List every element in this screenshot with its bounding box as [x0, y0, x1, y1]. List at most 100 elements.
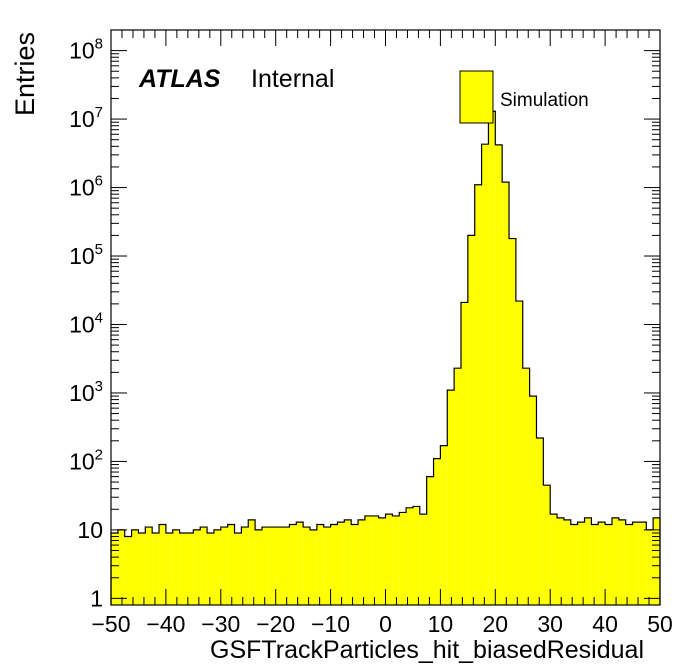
histogram-bin — [481, 144, 489, 605]
histogram-bin — [124, 536, 132, 605]
histogram-bin — [323, 527, 331, 605]
histogram-bin — [632, 522, 640, 605]
histogram-bin — [611, 517, 619, 605]
histogram-bin — [117, 529, 125, 605]
histogram-bin — [625, 524, 633, 605]
histogram-bars — [110, 110, 661, 605]
histogram-bin — [248, 519, 256, 605]
histogram-bin — [111, 533, 118, 605]
histogram-bin — [358, 519, 365, 605]
histogram-bin — [310, 529, 317, 605]
histogram-bin — [426, 476, 434, 605]
histogram-bin — [234, 533, 242, 605]
histogram-bin — [598, 522, 606, 605]
histogram-bin — [200, 527, 208, 605]
histogram-bin — [433, 458, 441, 605]
experiment-label: ATLAS — [138, 65, 221, 93]
x-tick-label: −30 — [201, 611, 240, 637]
y-tick-label: 105 — [69, 241, 103, 269]
histogram-bin — [406, 507, 413, 605]
histogram-bin — [385, 514, 393, 605]
histogram-bin — [371, 515, 379, 605]
x-tick-label: 30 — [537, 611, 563, 637]
histogram-bin — [337, 522, 345, 605]
x-tick-label: −40 — [146, 611, 185, 637]
histogram-bin — [522, 368, 530, 605]
histogram-bin — [159, 524, 166, 605]
histogram-bin — [467, 235, 475, 605]
y-tick-labels: 1 10 102 103 104 105 106 107 108 — [69, 36, 103, 612]
histogram-bin — [131, 529, 139, 605]
histogram-bin — [653, 517, 660, 605]
histogram-bin — [563, 519, 571, 605]
histogram-bin — [570, 524, 578, 605]
histogram-bin — [268, 527, 276, 605]
histogram-bin — [193, 529, 201, 605]
histogram-bin — [474, 184, 482, 605]
histogram-bin — [440, 445, 448, 605]
histogram-bin — [502, 182, 510, 605]
histogram-bin — [316, 524, 324, 605]
x-tick-label: −20 — [256, 611, 295, 637]
histogram-bin — [412, 506, 420, 605]
legend-swatch-simulation — [459, 70, 494, 124]
histogram-bin — [289, 524, 297, 605]
y-tick-label: 107 — [69, 104, 103, 132]
histogram-bin — [213, 529, 221, 605]
status-label: Internal — [251, 65, 334, 93]
histogram-bin — [460, 302, 468, 605]
x-tick-label: −50 — [91, 611, 130, 637]
histogram-bin — [152, 533, 160, 605]
histogram-bin — [605, 524, 612, 605]
y-axis-title: Entries — [10, 32, 40, 116]
histogram-bin — [227, 524, 235, 605]
histogram-bin — [557, 517, 564, 605]
histogram-bin — [378, 517, 386, 605]
histogram-bin — [296, 522, 304, 605]
histogram-bin — [419, 514, 427, 605]
y-tick-label: 103 — [69, 378, 103, 406]
x-tick-label: 40 — [592, 611, 618, 637]
histogram-bin — [275, 527, 283, 605]
x-tick-label: 50 — [647, 611, 673, 637]
histogram-bin — [364, 515, 372, 605]
histogram-bin — [495, 144, 503, 605]
y-tick-label: 106 — [69, 173, 103, 201]
y-tick-label: 1 — [90, 585, 103, 611]
histogram-bin — [639, 522, 647, 605]
histogram-bin — [145, 527, 153, 605]
histogram-bin — [172, 529, 180, 605]
y-tick-label: 10 — [77, 517, 103, 543]
histogram-bin — [351, 524, 359, 605]
axis-ticks — [110, 29, 661, 605]
x-tick-label: 10 — [428, 611, 454, 637]
histogram-bin — [399, 512, 407, 605]
atlas-label: ATLAS Internal — [138, 65, 334, 93]
legend: Simulation — [459, 70, 589, 124]
histogram-bin — [241, 527, 249, 605]
histogram-bin — [282, 527, 290, 605]
histogram-bin — [550, 514, 558, 605]
histogram-bin — [515, 301, 523, 605]
histogram-bin — [454, 368, 461, 605]
histogram-bin — [591, 524, 599, 605]
histogram-bin — [344, 519, 352, 605]
histogram-bin — [584, 517, 592, 605]
histogram-bin — [577, 522, 585, 605]
legend-label-simulation: Simulation — [500, 90, 589, 111]
histogram-bin — [618, 519, 626, 605]
histogram-bin — [543, 485, 551, 605]
histogram-bin — [303, 527, 311, 605]
histogram-bin — [138, 533, 146, 605]
histogram-bin — [330, 524, 338, 605]
x-tick-label: 0 — [379, 611, 392, 637]
x-tick-label: −10 — [311, 611, 350, 637]
y-tick-label: 104 — [69, 309, 103, 337]
histogram-bin — [179, 533, 187, 605]
y-tick-label: 102 — [69, 446, 103, 474]
histogram-bin — [392, 515, 400, 605]
x-axis-title: GSFTrackParticles_hit_biasedResidual — [210, 636, 644, 664]
histogram-bin — [646, 529, 654, 605]
histogram-bin — [447, 390, 455, 605]
